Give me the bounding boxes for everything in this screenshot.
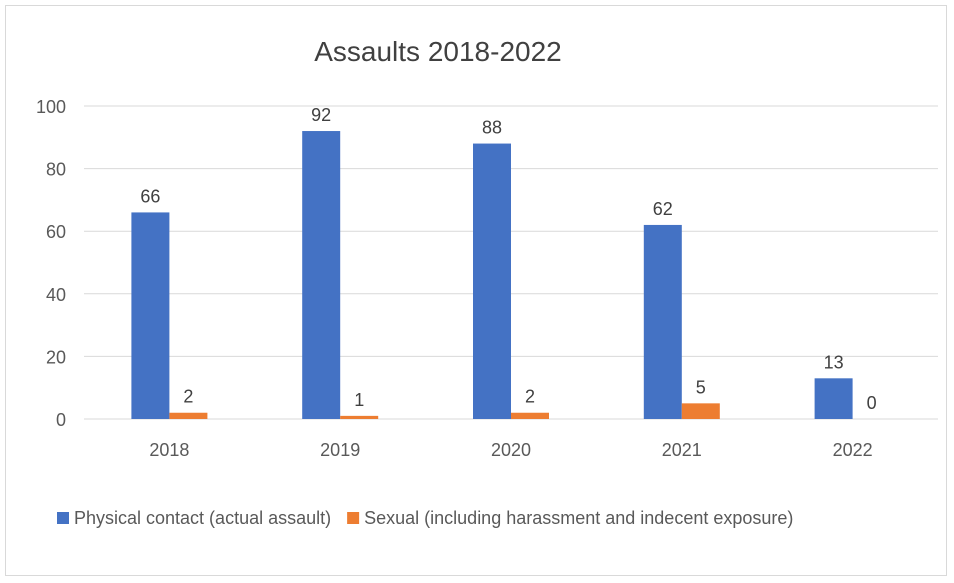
data-label-sexual-2022: 0 [867, 393, 877, 413]
y-tick-label-2: 40 [46, 285, 66, 305]
data-label-sexual-2018: 2 [183, 387, 193, 407]
y-tick-label-0: 0 [56, 410, 66, 430]
legend-label-physical: Physical contact (actual assault) [74, 508, 331, 528]
data-label-sexual-2021: 5 [696, 377, 706, 397]
bar-physical-2019 [302, 131, 341, 419]
x-tick-label-2021: 2021 [662, 440, 702, 460]
legend-swatch-physical [57, 512, 69, 524]
data-label-physical-2021: 62 [653, 199, 673, 219]
data-label-physical-2022: 13 [824, 352, 844, 372]
y-tick-label-5: 100 [36, 97, 66, 117]
data-label-physical-2019: 92 [311, 105, 331, 125]
y-axis: 0 20 40 60 80 100 [36, 97, 66, 430]
legend-label-sexual: Sexual (including harassment and indecen… [364, 508, 793, 528]
bar-sexual-2020 [511, 412, 549, 419]
y-tick-label-3: 60 [46, 222, 66, 242]
y-tick-label-1: 20 [46, 347, 66, 367]
bar-physical-2020 [473, 143, 511, 419]
bar-sexual-2019 [340, 415, 379, 419]
x-tick-label-2022: 2022 [833, 440, 873, 460]
x-axis: 2018 2019 2020 2021 2022 [149, 440, 872, 460]
bar-physical-2022 [814, 378, 853, 419]
legend: Physical contact (actual assault) Sexual … [57, 508, 793, 528]
bars [131, 131, 853, 419]
chart-frame: Assaults 2018-2022 0 20 40 60 80 100 66 2 92 1 88… [5, 5, 947, 576]
x-tick-label-2020: 2020 [491, 440, 531, 460]
y-tick-label-4: 80 [46, 160, 66, 180]
x-tick-label-2019: 2019 [320, 440, 360, 460]
bar-sexual-2018 [169, 412, 208, 419]
data-labels: 66 2 92 1 88 2 62 5 13 0 [140, 105, 876, 413]
bar-physical-2018 [131, 212, 170, 419]
legend-swatch-sexual [347, 512, 360, 524]
data-label-physical-2020: 88 [482, 118, 502, 138]
x-tick-label-2018: 2018 [149, 440, 189, 460]
chart-title: Assaults 2018-2022 [314, 36, 562, 67]
bar-physical-2021 [643, 224, 682, 419]
data-label-sexual-2020: 2 [525, 387, 535, 407]
bar-sexual-2021 [681, 403, 720, 419]
data-label-physical-2018: 66 [140, 186, 160, 206]
data-label-sexual-2019: 1 [354, 390, 364, 410]
